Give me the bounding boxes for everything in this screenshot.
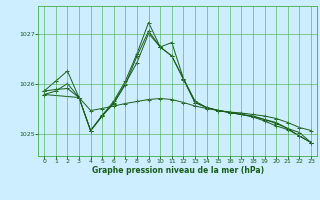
X-axis label: Graphe pression niveau de la mer (hPa): Graphe pression niveau de la mer (hPa)	[92, 166, 264, 175]
